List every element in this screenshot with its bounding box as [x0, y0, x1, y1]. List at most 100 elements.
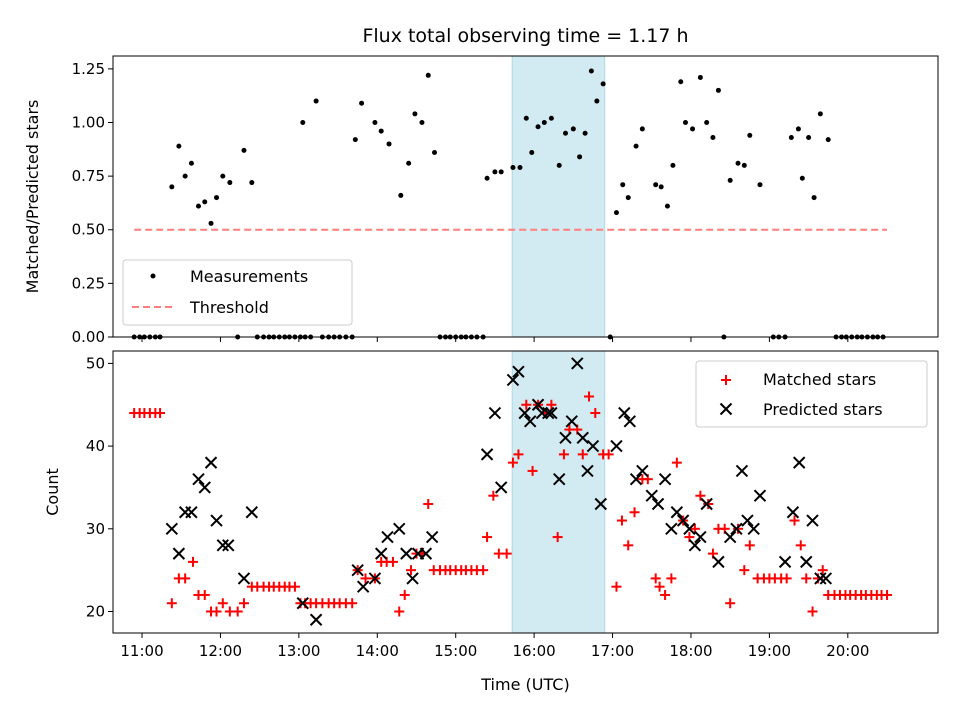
predicted-star-point — [381, 530, 394, 544]
predicted-star-point — [165, 522, 179, 536]
predicted-star-point — [712, 555, 725, 569]
measurement-point — [633, 143, 639, 149]
matched-star-point — [238, 598, 249, 609]
matched-star-point — [513, 449, 524, 460]
matched-star-point — [616, 515, 627, 526]
top-ytick-label: 0.00 — [72, 328, 105, 346]
legend-label-matched: Matched stars — [763, 370, 876, 389]
matched-star-point — [488, 490, 499, 501]
measurement-point — [541, 119, 547, 125]
predicted-star-point — [753, 489, 767, 502]
matched-star-point — [289, 581, 300, 592]
bottom-ytick-label: 30 — [86, 520, 105, 538]
matched-star-point — [394, 606, 405, 617]
measurement-point — [548, 115, 554, 121]
predicted-star-point — [629, 472, 643, 486]
matched-star-point — [501, 548, 512, 559]
measurement-point — [352, 137, 358, 143]
predicted-star-point — [400, 547, 413, 560]
measurement-point — [577, 154, 583, 160]
bottom-ytick-label: 40 — [86, 437, 105, 455]
matched-stars-points — [129, 391, 893, 617]
legend-x-marker — [719, 402, 733, 416]
matched-star-point — [552, 532, 563, 543]
predicted-star-point — [512, 365, 525, 378]
legend-marker-measurements — [150, 273, 156, 279]
measurement-point — [570, 126, 576, 132]
predicted-star-point — [576, 431, 589, 445]
bottom-xtick-label: 17:00 — [591, 642, 634, 660]
top-ytick-label: 0.75 — [72, 167, 105, 185]
bottom-xtick-label: 19:00 — [748, 642, 791, 660]
matched-star-point — [187, 556, 198, 567]
measurement-point — [313, 98, 319, 104]
predicted-star-point — [819, 572, 833, 585]
measurement-point — [359, 100, 365, 106]
measurement-point — [613, 210, 619, 216]
predicted-stars-points — [165, 357, 833, 626]
matched-star-point — [232, 606, 243, 617]
measurement-point — [412, 111, 418, 117]
matched-star-point — [387, 556, 398, 567]
matched-star-point — [611, 581, 622, 592]
measurement-point — [788, 135, 794, 141]
predicted-star-point — [172, 547, 186, 560]
top-plot-frame — [112, 55, 939, 338]
matched-star-point — [423, 498, 434, 509]
matched-star-point — [482, 532, 493, 543]
measurement-point — [682, 119, 688, 125]
matched-star-point — [795, 540, 806, 551]
top-ytick-label: 0.50 — [72, 221, 105, 239]
legend-label-threshold: Threshold — [189, 298, 269, 317]
measurement-point — [378, 128, 384, 134]
bottom-ytick-label: 20 — [86, 602, 105, 620]
predicted-star-point — [198, 481, 211, 494]
matched-star-point — [211, 606, 222, 617]
measurement-point — [710, 135, 716, 141]
matched-star-point — [817, 565, 828, 576]
predicted-star-point — [581, 464, 594, 478]
bottom-legend: Matched stars Predicted stars — [695, 360, 928, 428]
predicted-star-point — [814, 572, 827, 585]
matched-star-point — [478, 565, 489, 576]
x-axis-label: Time (UTC) — [480, 675, 569, 694]
predicted-star-point — [393, 522, 406, 536]
predicted-star-point — [645, 489, 658, 502]
bottom-plot-frame — [112, 350, 939, 634]
predicted-star-point — [730, 522, 743, 536]
predicted-star-point — [741, 514, 754, 527]
measurement-point — [188, 160, 194, 166]
bottom-xtick-label: 16:00 — [513, 642, 556, 660]
matched-star-point — [801, 573, 812, 584]
matched-star-point — [739, 565, 750, 576]
top-y-ticks: 0.00 0.25 0.50 0.75 1.00 1.25 — [72, 60, 113, 346]
predicted-star-point — [651, 497, 665, 511]
measurement-points — [131, 68, 886, 340]
bottom-highlight-band — [511, 350, 606, 634]
measurement-point — [484, 175, 490, 181]
predicted-star-point — [806, 514, 819, 527]
predicted-star-point — [723, 530, 737, 544]
measurement-point — [757, 182, 763, 188]
top-highlight-band — [511, 55, 606, 338]
predicted-star-point — [618, 406, 631, 420]
predicted-star-point — [565, 415, 578, 428]
measurement-point — [747, 132, 753, 138]
matched-star-point — [507, 457, 518, 468]
measurement-point — [588, 68, 594, 74]
measurement-point — [735, 160, 741, 166]
matched-star-point — [725, 598, 736, 609]
predicted-star-point — [694, 530, 707, 544]
measurement-point — [562, 130, 568, 136]
matched-star-point — [347, 598, 358, 609]
top-y-axis-label: Matched/Predicted stars — [23, 100, 42, 294]
predicted-star-point — [494, 481, 508, 494]
predicted-star-point — [245, 506, 259, 519]
measurement-point — [825, 137, 831, 143]
measurement-point — [678, 79, 684, 85]
measurement-point — [625, 195, 631, 201]
predicted-star-point — [688, 539, 702, 552]
predicted-star-point — [216, 539, 229, 552]
predicted-star-point — [419, 547, 433, 560]
